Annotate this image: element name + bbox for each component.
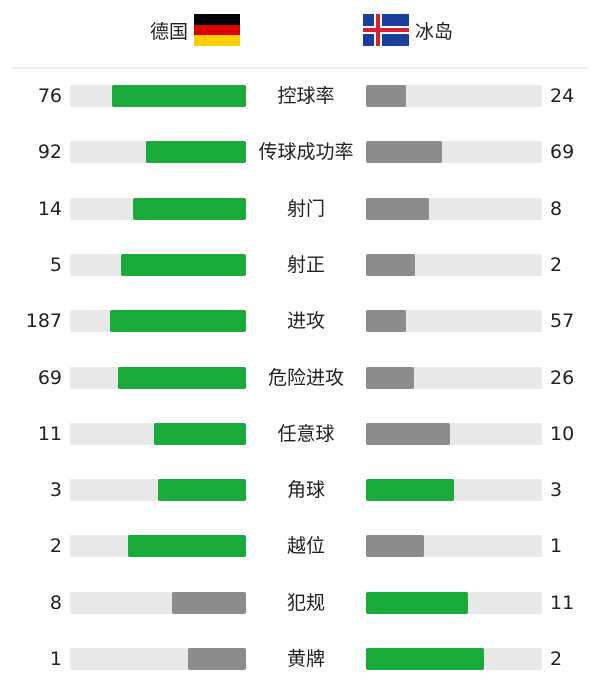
- stat-label: 射门: [286, 197, 325, 220]
- iceland-flag-icon: [363, 14, 409, 46]
- stat-row: 69 危险进攻 26: [0, 358, 600, 398]
- away-bar-fill: [366, 85, 407, 107]
- stat-label: 犯规: [286, 591, 325, 614]
- away-value: 10: [550, 422, 575, 445]
- home-bar-track: [70, 479, 246, 502]
- home-bar-fill: [112, 85, 246, 107]
- away-bar-fill: [366, 535, 425, 558]
- home-bar-fill: [145, 141, 246, 164]
- away-value: 26: [550, 366, 575, 389]
- away-bar-fill: [366, 479, 454, 502]
- stat-label: 越位: [286, 535, 325, 558]
- away-bar-fill: [366, 310, 407, 333]
- away-bar-fill: [366, 141, 442, 164]
- stat-label: 进攻: [286, 310, 325, 333]
- home-bar-track: [70, 422, 246, 445]
- away-bar-track: [366, 253, 542, 276]
- home-bar-track: [70, 366, 246, 389]
- home-bar-fill: [133, 197, 246, 220]
- home-bar-fill: [110, 310, 246, 333]
- away-value: 11: [550, 591, 575, 614]
- stat-row: 3 角球 3: [0, 470, 600, 510]
- home-value: 8: [49, 591, 62, 614]
- home-value: 11: [37, 422, 62, 445]
- home-bar-track: [70, 535, 246, 558]
- divider: [12, 67, 588, 69]
- stat-row: 1 黄牌 2: [0, 639, 600, 679]
- stat-row: 92 传球成功率 69: [0, 132, 600, 172]
- stat-row: 2 越位 1: [0, 526, 600, 566]
- stat-label: 角球: [286, 479, 325, 502]
- away-value: 2: [550, 253, 563, 276]
- stat-label: 控球率: [277, 85, 335, 107]
- away-bar-track: [366, 310, 542, 333]
- home-bar-track: [70, 648, 246, 670]
- away-bar-track: [366, 197, 542, 220]
- home-team: 德国: [150, 14, 241, 46]
- stat-row: 76 控球率 24: [0, 76, 600, 116]
- stat-row: 5 射正 2: [0, 245, 600, 285]
- home-value: 14: [37, 197, 62, 220]
- home-bar-fill: [117, 366, 246, 389]
- stat-label: 危险进攻: [267, 366, 344, 389]
- stat-row: 8 犯规 11: [0, 583, 600, 623]
- away-bar-fill: [366, 422, 451, 445]
- stat-row: 187 进攻 57: [0, 301, 600, 341]
- away-value: 69: [550, 141, 575, 164]
- home-value: 5: [49, 253, 62, 276]
- away-value: 24: [550, 85, 575, 107]
- away-bar-fill: [366, 591, 469, 614]
- away-bar-track: [366, 85, 542, 107]
- away-value: 57: [550, 310, 575, 333]
- home-bar-track: [70, 197, 246, 220]
- stat-label: 射正: [286, 253, 325, 276]
- away-bar-track: [366, 648, 542, 670]
- home-bar-track: [70, 253, 246, 276]
- home-bar-fill: [121, 253, 246, 276]
- away-value: 3: [550, 479, 563, 502]
- away-bar-track: [366, 535, 542, 558]
- away-bar-fill: [366, 253, 416, 276]
- away-bar-fill: [366, 648, 484, 670]
- home-team-name: 德国: [150, 20, 189, 43]
- away-bar-fill: [366, 366, 414, 389]
- away-bar-track: [366, 366, 542, 389]
- away-team: 冰岛: [363, 14, 453, 46]
- away-bar-fill: [366, 197, 430, 220]
- home-bar-fill: [154, 422, 246, 445]
- home-bar-fill: [128, 535, 246, 558]
- home-value: 76: [37, 85, 62, 107]
- home-value: 2: [49, 535, 62, 558]
- home-bar-fill: [187, 648, 246, 670]
- away-value: 2: [550, 648, 563, 670]
- home-bar-track: [70, 310, 246, 333]
- home-bar-track: [70, 141, 246, 164]
- stat-label: 黄牌: [286, 648, 325, 670]
- home-value: 92: [37, 141, 62, 164]
- home-bar-fill: [172, 591, 246, 614]
- away-bar-track: [366, 479, 542, 502]
- stat-row: 14 射门 8: [0, 189, 600, 229]
- away-value: 1: [550, 535, 563, 558]
- away-team-name: 冰岛: [415, 20, 454, 43]
- home-value: 69: [37, 366, 62, 389]
- home-bar-fill: [158, 479, 246, 502]
- away-bar-track: [366, 591, 542, 614]
- germany-flag-icon: [194, 14, 241, 46]
- away-value: 8: [550, 197, 563, 220]
- stat-row: 11 任意球 10: [0, 414, 600, 454]
- away-bar-track: [366, 141, 542, 164]
- home-value: 187: [25, 310, 62, 333]
- away-bar-track: [366, 422, 542, 445]
- stat-label: 任意球: [277, 422, 335, 445]
- home-value: 3: [49, 479, 62, 502]
- home-bar-track: [70, 85, 246, 107]
- home-bar-track: [70, 591, 246, 614]
- home-value: 1: [49, 648, 62, 670]
- stat-label: 传球成功率: [258, 141, 354, 164]
- match-header: 德国 冰岛: [0, 0, 600, 68]
